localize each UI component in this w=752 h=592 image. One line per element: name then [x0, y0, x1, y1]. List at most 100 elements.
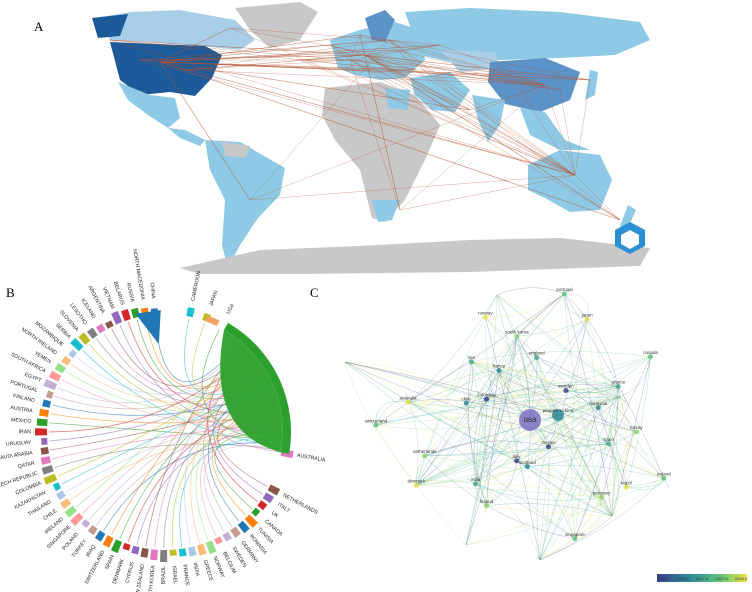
edge	[565, 390, 637, 433]
edge	[344, 361, 549, 447]
edge	[424, 414, 559, 457]
colorbar-tick: 2017.5	[715, 576, 728, 581]
link	[414, 69, 576, 176]
edge	[618, 386, 627, 488]
edge	[416, 466, 528, 486]
node-label: england	[529, 351, 546, 356]
edge	[536, 357, 613, 517]
edge	[619, 396, 664, 479]
ribbon	[179, 437, 281, 547]
country-arc	[70, 512, 84, 526]
node	[484, 396, 490, 402]
node	[463, 400, 469, 406]
edge	[375, 401, 408, 426]
link	[544, 84, 576, 176]
edge	[485, 317, 621, 398]
edge	[498, 370, 613, 517]
link	[159, 44, 441, 63]
link	[364, 54, 416, 71]
ribbon	[135, 310, 161, 345]
edge	[557, 414, 637, 433]
node	[615, 383, 621, 389]
logo-inner	[621, 230, 639, 249]
edge	[486, 357, 537, 400]
link	[389, 39, 511, 76]
link	[389, 39, 471, 111]
node-label: brazil	[621, 480, 632, 485]
edge	[416, 399, 487, 486]
panel-label: B	[6, 285, 15, 300]
edge	[486, 386, 619, 400]
edge	[465, 399, 487, 546]
edge	[564, 293, 664, 479]
edge	[485, 317, 541, 561]
edge	[416, 336, 518, 486]
edge	[344, 361, 467, 404]
node	[623, 484, 629, 490]
link	[109, 39, 351, 61]
country-label: FRANCE	[181, 564, 190, 587]
edge	[466, 403, 487, 506]
country-arc	[230, 526, 242, 538]
node-label: canada	[643, 350, 658, 355]
network: usa peoples r china england germany australi…	[344, 287, 671, 561]
edge	[465, 486, 627, 546]
country-label: NORWAY	[212, 555, 226, 579]
ribbon	[103, 442, 281, 531]
ribbon	[220, 329, 283, 453]
edge	[539, 478, 664, 561]
link	[349, 59, 561, 91]
link	[249, 84, 546, 201]
edge	[407, 402, 487, 506]
country-label: RUSSIA	[125, 283, 136, 304]
edge	[466, 356, 651, 404]
node	[496, 368, 502, 374]
edge	[344, 361, 559, 416]
edge	[465, 336, 518, 546]
country-arc	[59, 498, 72, 510]
link	[349, 34, 361, 61]
country-label: ISRAEL	[171, 566, 178, 585]
link	[389, 39, 621, 221]
node-label: australia	[399, 395, 417, 400]
link	[349, 59, 621, 221]
edge	[424, 455, 487, 506]
antarctica	[180, 238, 650, 274]
country-arc	[45, 390, 54, 399]
edge	[496, 294, 621, 398]
country-arc	[222, 531, 233, 542]
country-arc	[78, 332, 91, 345]
country-arc	[64, 505, 78, 518]
edge	[471, 361, 488, 506]
link	[139, 59, 161, 63]
edge	[486, 414, 559, 506]
south-africa	[372, 200, 400, 222]
ribbon	[82, 350, 281, 447]
link	[399, 174, 576, 211]
link	[344, 69, 546, 86]
country-arc	[55, 490, 66, 501]
edge	[496, 294, 619, 387]
edge	[611, 356, 651, 517]
country-arc	[43, 473, 58, 485]
link	[394, 49, 546, 86]
link	[159, 34, 361, 63]
link	[249, 39, 391, 201]
node-label: japan	[581, 312, 594, 317]
edge	[619, 356, 651, 398]
edge	[557, 356, 651, 416]
edge	[619, 396, 631, 407]
country-label: IRAN	[19, 429, 32, 435]
country-label: EGYPT	[24, 372, 43, 385]
country-arc	[48, 370, 62, 382]
edge	[498, 370, 599, 408]
node	[405, 399, 411, 405]
edge	[344, 361, 609, 444]
country-label: QATAR	[17, 460, 35, 470]
edge	[416, 294, 498, 486]
link	[359, 34, 391, 41]
node	[519, 409, 541, 431]
node-label: usa	[524, 415, 537, 424]
